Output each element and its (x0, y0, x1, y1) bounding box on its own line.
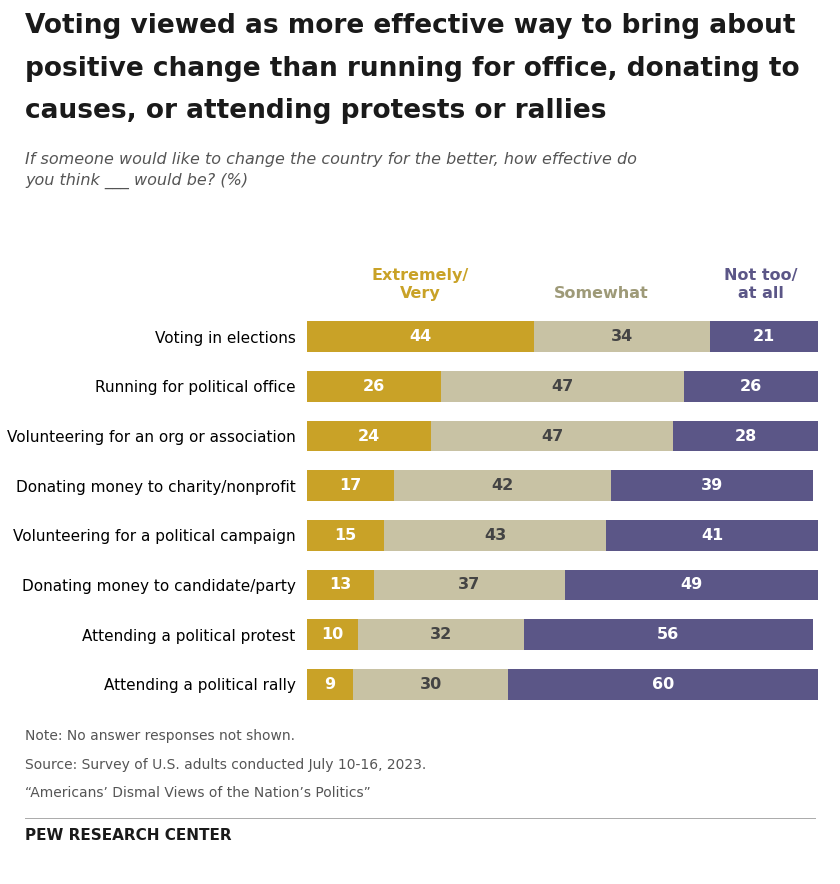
Text: 49: 49 (680, 577, 702, 592)
Text: causes, or attending protests or rallies: causes, or attending protests or rallies (25, 98, 606, 124)
Text: Note: No answer responses not shown.: Note: No answer responses not shown. (25, 729, 295, 743)
Text: 10: 10 (322, 627, 344, 642)
Text: 13: 13 (329, 577, 351, 592)
Text: 30: 30 (419, 677, 442, 692)
Bar (359, 620, 523, 650)
Bar (307, 371, 441, 401)
Bar (431, 421, 674, 452)
Bar (612, 470, 813, 501)
Text: 60: 60 (652, 677, 675, 692)
Text: 47: 47 (551, 379, 574, 394)
Bar (374, 569, 564, 600)
Text: 47: 47 (541, 429, 563, 444)
Bar (534, 321, 710, 352)
Text: 37: 37 (458, 577, 480, 592)
Text: 21: 21 (753, 329, 775, 344)
Text: 39: 39 (701, 478, 723, 493)
Text: PEW RESEARCH CENTER: PEW RESEARCH CENTER (25, 828, 232, 843)
Text: 44: 44 (409, 329, 432, 344)
Text: 34: 34 (611, 329, 633, 344)
Text: Not too/
at all: Not too/ at all (724, 268, 798, 301)
Text: 26: 26 (740, 379, 762, 394)
Bar (441, 371, 684, 401)
Bar (508, 669, 818, 700)
Text: 17: 17 (339, 478, 362, 493)
Bar (384, 520, 606, 551)
Text: 9: 9 (324, 677, 335, 692)
Text: If someone would like to change the country for the better, how effective do
you: If someone would like to change the coun… (25, 152, 637, 188)
Text: 28: 28 (735, 429, 757, 444)
Bar (307, 620, 359, 650)
Text: Somewhat: Somewhat (554, 286, 648, 301)
Bar (307, 470, 395, 501)
Text: 32: 32 (430, 627, 452, 642)
Text: 43: 43 (484, 528, 507, 543)
Text: “Americans’ Dismal Views of the Nation’s Politics”: “Americans’ Dismal Views of the Nation’s… (25, 786, 371, 800)
Bar (674, 421, 818, 452)
Text: Voting viewed as more effective way to bring about: Voting viewed as more effective way to b… (25, 13, 795, 39)
Text: 24: 24 (358, 429, 380, 444)
Bar (307, 321, 534, 352)
Bar (307, 520, 384, 551)
Bar (307, 669, 353, 700)
Bar (307, 421, 431, 452)
Bar (564, 569, 818, 600)
Bar (606, 520, 818, 551)
Bar (395, 470, 612, 501)
Text: 26: 26 (363, 379, 385, 394)
Text: Source: Survey of U.S. adults conducted July 10-16, 2023.: Source: Survey of U.S. adults conducted … (25, 758, 427, 772)
Bar (684, 371, 818, 401)
Text: 56: 56 (657, 627, 680, 642)
Text: 42: 42 (491, 478, 514, 493)
Text: positive change than running for office, donating to: positive change than running for office,… (25, 56, 800, 81)
Text: Extremely/
Very: Extremely/ Very (371, 268, 469, 301)
Bar (307, 569, 374, 600)
Text: 41: 41 (701, 528, 723, 543)
Bar (353, 669, 508, 700)
Text: 15: 15 (334, 528, 356, 543)
Bar (710, 321, 818, 352)
Bar (523, 620, 813, 650)
